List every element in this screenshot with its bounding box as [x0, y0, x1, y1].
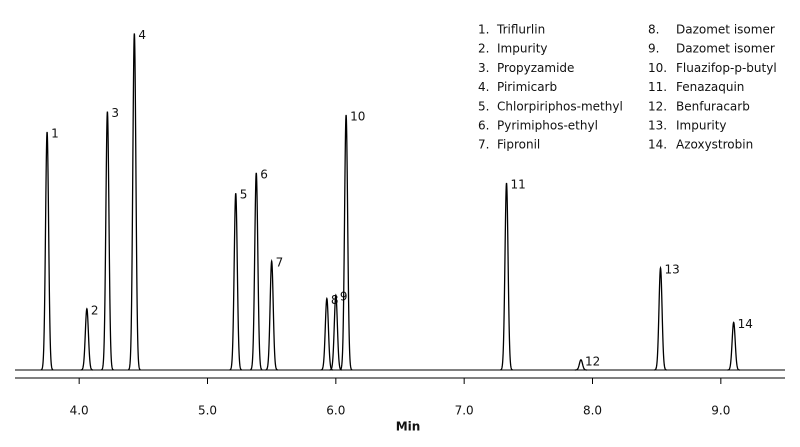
peak: [654, 265, 667, 371]
peak: [320, 296, 334, 371]
legend-name: Fipronil: [497, 138, 540, 152]
peak-label: 3: [111, 106, 119, 120]
legend-name: Triflurlin: [496, 23, 545, 37]
peak: [727, 321, 740, 371]
x-axis-label: Min: [396, 420, 421, 434]
legend-name: Dazomet isomer: [676, 42, 775, 56]
legend-name: Impurity: [497, 42, 548, 56]
peak-label: 1: [51, 127, 59, 141]
legend-number: 2.: [478, 42, 489, 56]
x-tick-label: 5.0: [198, 404, 217, 418]
legend-number: 5.: [478, 99, 489, 113]
legend-name: Impurity: [676, 119, 727, 133]
peak: [500, 182, 513, 371]
legend-number: 10.: [648, 61, 667, 75]
peak: [574, 359, 588, 371]
peak-label: 5: [240, 188, 248, 202]
legend-number: 13.: [648, 119, 667, 133]
peak: [40, 131, 54, 371]
legend-number: 14.: [648, 138, 667, 152]
legend-name: Pirimicarb: [497, 80, 557, 94]
peak: [249, 172, 263, 371]
peak: [329, 293, 343, 371]
legend-name: Fluazifop-p-butyl: [676, 61, 777, 75]
legend-name: Chlorpiriphos-methyl: [497, 99, 623, 113]
legend-number: 1.: [478, 23, 489, 37]
peak-label: 13: [665, 263, 680, 277]
legend-name: Dazomet isomer: [676, 23, 775, 37]
peak: [101, 111, 114, 371]
peak: [339, 114, 353, 371]
peak-label: 2: [91, 303, 99, 317]
legend-number: 9.: [648, 42, 659, 56]
legend-number: 6.: [478, 119, 489, 133]
x-tick-label: 4.0: [70, 404, 89, 418]
legend-number: 8.: [648, 23, 659, 37]
legend-name: Pyrimiphos-ethyl: [497, 119, 598, 133]
legend-name: Propyzamide: [497, 61, 574, 75]
peak: [127, 33, 141, 371]
legend-number: 3.: [478, 61, 489, 75]
legend-name: Azoxystrobin: [676, 138, 753, 152]
peak: [80, 307, 94, 371]
legend-number: 7.: [478, 138, 489, 152]
peak-label: 7: [276, 256, 284, 270]
peak-label: 14: [738, 317, 753, 331]
x-tick-label: 6.0: [326, 404, 345, 418]
x-tick-label: 8.0: [583, 404, 602, 418]
legend-name: Benfuracarb: [676, 99, 750, 113]
peak-label: 11: [511, 178, 526, 192]
legend-number: 11.: [648, 80, 667, 94]
legend-name: Fenazaquin: [676, 80, 744, 94]
peak-label: 12: [585, 354, 600, 368]
peak: [229, 193, 243, 371]
legend-number: 4.: [478, 80, 489, 94]
x-tick-label: 9.0: [711, 404, 730, 418]
peak: [265, 258, 278, 371]
peak-label: 4: [138, 28, 146, 42]
x-tick-label: 7.0: [455, 404, 474, 418]
peak-label: 10: [350, 110, 365, 124]
legend-number: 12.: [648, 99, 667, 113]
peak-label: 6: [260, 167, 268, 181]
